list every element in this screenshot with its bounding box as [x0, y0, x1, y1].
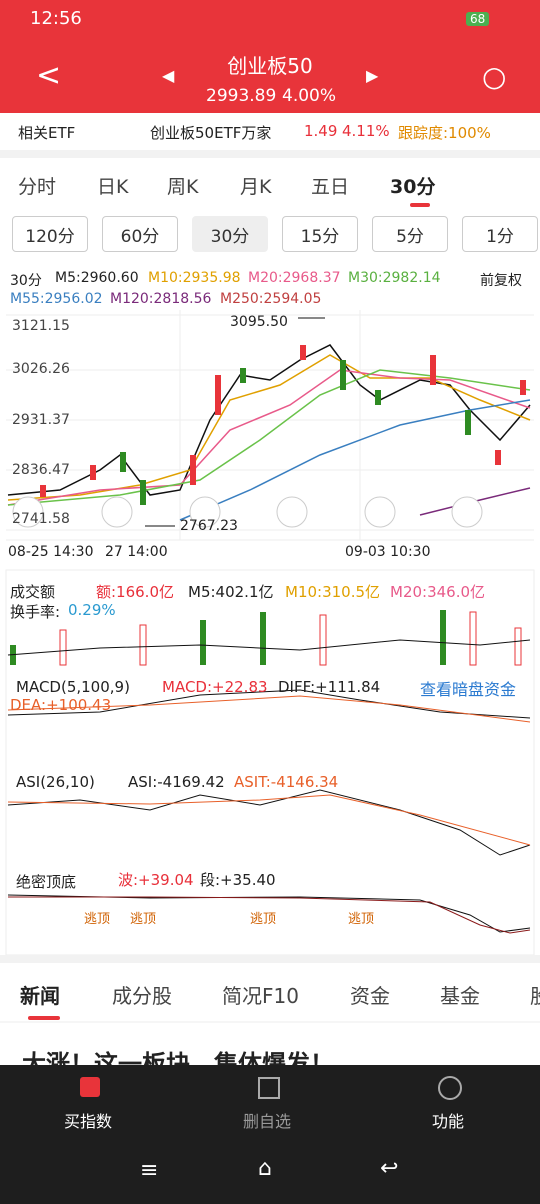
etf-name[interactable]: 创业板50ETF万家 [150, 124, 272, 142]
asit-line [7, 794, 531, 846]
diff-line [7, 689, 531, 719]
price-label: 2931.37 [12, 412, 70, 428]
time-label: 09-03 10:30 [345, 544, 431, 560]
zoom-controls[interactable] [12, 496, 483, 528]
asi-label[interactable]: ASI(26,10) [16, 773, 95, 791]
separator [0, 150, 540, 158]
remove-icon [258, 1077, 280, 1099]
interval-button[interactable]: 1分 [462, 216, 538, 252]
m5: M5:2960.60 [55, 270, 139, 286]
price: 2993.89 [206, 86, 277, 106]
tab[interactable]: 月K [240, 176, 272, 198]
news-tab[interactable]: 简况F10 [222, 984, 299, 1008]
back[interactable]: < [36, 58, 62, 93]
news-tab[interactable]: 成分股 [112, 984, 172, 1008]
tb-label[interactable]: 绝密顶底 [16, 873, 77, 891]
menu-icon [438, 1076, 462, 1100]
tab[interactable]: 日K [97, 176, 129, 198]
segment-line [8, 896, 531, 934]
vol-m5: M5:402.1亿 [188, 583, 274, 601]
price-label: 2836.47 [12, 462, 70, 478]
interval-button[interactable]: 120分 [12, 216, 88, 252]
grid [6, 310, 534, 541]
buy-icon [80, 1077, 100, 1097]
escape-mark: 逃顶 [348, 912, 375, 927]
vol-label[interactable]: 成交额 [10, 583, 56, 601]
time-label: 27 14:00 [105, 544, 168, 560]
volume-bars [7, 610, 531, 666]
sys-back[interactable]: ↩ [380, 1156, 399, 1181]
news-tab[interactable]: 新闻 [20, 984, 60, 1008]
turnover-label: 换手率: [10, 603, 61, 621]
sys-home[interactable]: ⌂ [258, 1156, 272, 1181]
search[interactable]: ○ [482, 60, 507, 93]
adjust[interactable]: 前复权 [480, 273, 522, 289]
vol-m10: M10:310.5亿 [285, 583, 381, 601]
time: 12:56 [30, 8, 82, 29]
m55: M55:2956.02 [10, 291, 103, 307]
dea-line [7, 695, 531, 723]
m30: M30:2982.14 [348, 270, 441, 286]
news-underline [28, 1016, 60, 1020]
price-label: 3121.15 [12, 318, 70, 334]
asit-value: ASIT:-4146.34 [234, 773, 339, 791]
interval-button[interactable]: 15分 [282, 216, 358, 252]
macd-value: MACD:+22.83 [162, 678, 268, 696]
interval-button[interactable]: 30分 [192, 216, 268, 252]
wave-value: 波:+39.04 [118, 871, 194, 889]
dark-pool-link[interactable]: 查看暗盘资金 [420, 680, 517, 699]
m120: M120:2818.56 [110, 291, 212, 307]
m20: M20:2968.37 [248, 270, 341, 286]
interval-button[interactable]: 5分 [372, 216, 448, 252]
m250: M250:2594.05 [220, 291, 322, 307]
etf-label: 相关ETF [18, 124, 76, 142]
high-label: 3095.50 [230, 314, 288, 330]
time-label: 08-25 14:30 [8, 544, 94, 560]
tab[interactable]: 周K [167, 176, 199, 198]
price-label: 2741.58 [12, 511, 70, 527]
nav-func[interactable]: 功能 [432, 1112, 465, 1131]
separator [0, 955, 540, 963]
prev[interactable]: ◀ [162, 66, 175, 85]
sys-menu[interactable]: ≡ [140, 1158, 159, 1183]
period: 30分 [10, 273, 42, 289]
m10: M10:2935.98 [148, 270, 241, 286]
etf-price: 1.49 [304, 122, 338, 140]
escape-mark: 逃顶 [130, 912, 157, 927]
vol-amount: 额:166.0亿 [96, 583, 174, 601]
nav-buy[interactable]: 买指数 [64, 1112, 113, 1131]
news-tab[interactable]: 股 [530, 980, 540, 1009]
etf-tracking: 跟踪度:100% [398, 124, 491, 142]
news-tab[interactable]: 基金 [440, 984, 480, 1008]
interval-button[interactable]: 60分 [102, 216, 178, 252]
escape-mark: 逃顶 [250, 912, 277, 927]
battery: 68 [466, 12, 490, 26]
ma-lines [7, 344, 531, 521]
turnover: 0.29% [68, 601, 116, 619]
title: 创业板50 [227, 54, 313, 78]
diff-value: DIFF:+111.84 [278, 678, 381, 696]
low-label: 2767.23 [180, 518, 238, 534]
wave-line [7, 894, 531, 933]
nav-remove[interactable]: 删自选 [243, 1112, 292, 1131]
change: 4.00% [282, 86, 337, 106]
next[interactable]: ▶ [366, 66, 379, 85]
tab[interactable]: 五日 [311, 176, 350, 198]
dea-value: DEA:+100.43 [10, 696, 112, 714]
tab[interactable]: 分时 [18, 176, 57, 198]
etf-change: 4.11% [342, 122, 390, 140]
segment-value: 段:+35.40 [200, 871, 276, 889]
tab[interactable]: 30分 [390, 176, 436, 198]
tab-underline [410, 203, 430, 207]
escape-mark: 逃顶 [84, 912, 111, 927]
candles [40, 345, 526, 505]
top-bar [0, 0, 540, 113]
price-label: 3026.26 [12, 361, 70, 377]
asi-value: ASI:-4169.42 [128, 773, 225, 791]
vol-m20: M20:346.0亿 [390, 583, 486, 601]
macd-label[interactable]: MACD(5,100,9) [16, 678, 130, 696]
news-tab[interactable]: 资金 [350, 984, 390, 1008]
